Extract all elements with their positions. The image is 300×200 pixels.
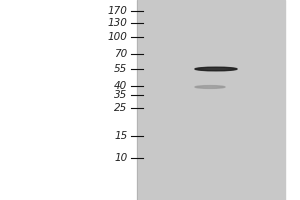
Text: 70: 70 xyxy=(114,49,128,59)
Text: 25: 25 xyxy=(114,103,128,113)
Ellipse shape xyxy=(195,67,237,71)
Text: 15: 15 xyxy=(114,131,128,141)
Text: 55: 55 xyxy=(114,64,128,74)
Bar xyxy=(136,0,285,200)
Text: 10: 10 xyxy=(114,153,128,163)
Text: 170: 170 xyxy=(108,6,127,16)
Text: 100: 100 xyxy=(108,32,127,42)
Text: 130: 130 xyxy=(108,18,127,28)
Ellipse shape xyxy=(195,86,225,88)
Text: 40: 40 xyxy=(114,81,128,91)
Text: 35: 35 xyxy=(114,90,128,100)
Bar xyxy=(0,0,129,200)
